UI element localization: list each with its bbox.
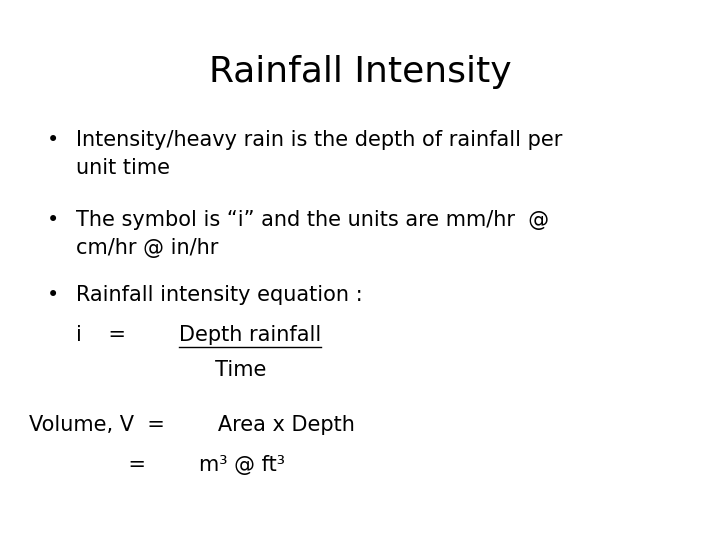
Text: Rainfall intensity equation :: Rainfall intensity equation : xyxy=(76,285,362,305)
Text: Rainfall Intensity: Rainfall Intensity xyxy=(209,55,511,89)
Text: Time: Time xyxy=(76,360,266,380)
Text: •: • xyxy=(47,210,59,230)
Text: •: • xyxy=(47,130,59,150)
Text: •: • xyxy=(47,285,59,305)
Text: =        m³ @ ft³: = m³ @ ft³ xyxy=(29,455,285,475)
Text: i    =        Depth rainfall: i = Depth rainfall xyxy=(76,325,321,345)
Text: The symbol is “i” and the units are mm/hr  @: The symbol is “i” and the units are mm/h… xyxy=(76,210,549,230)
Text: cm/hr @ in/hr: cm/hr @ in/hr xyxy=(76,238,218,258)
Text: unit time: unit time xyxy=(76,158,170,178)
Text: Volume, V  =        Area x Depth: Volume, V = Area x Depth xyxy=(29,415,355,435)
Text: Intensity/heavy rain is the depth of rainfall per: Intensity/heavy rain is the depth of rai… xyxy=(76,130,562,150)
